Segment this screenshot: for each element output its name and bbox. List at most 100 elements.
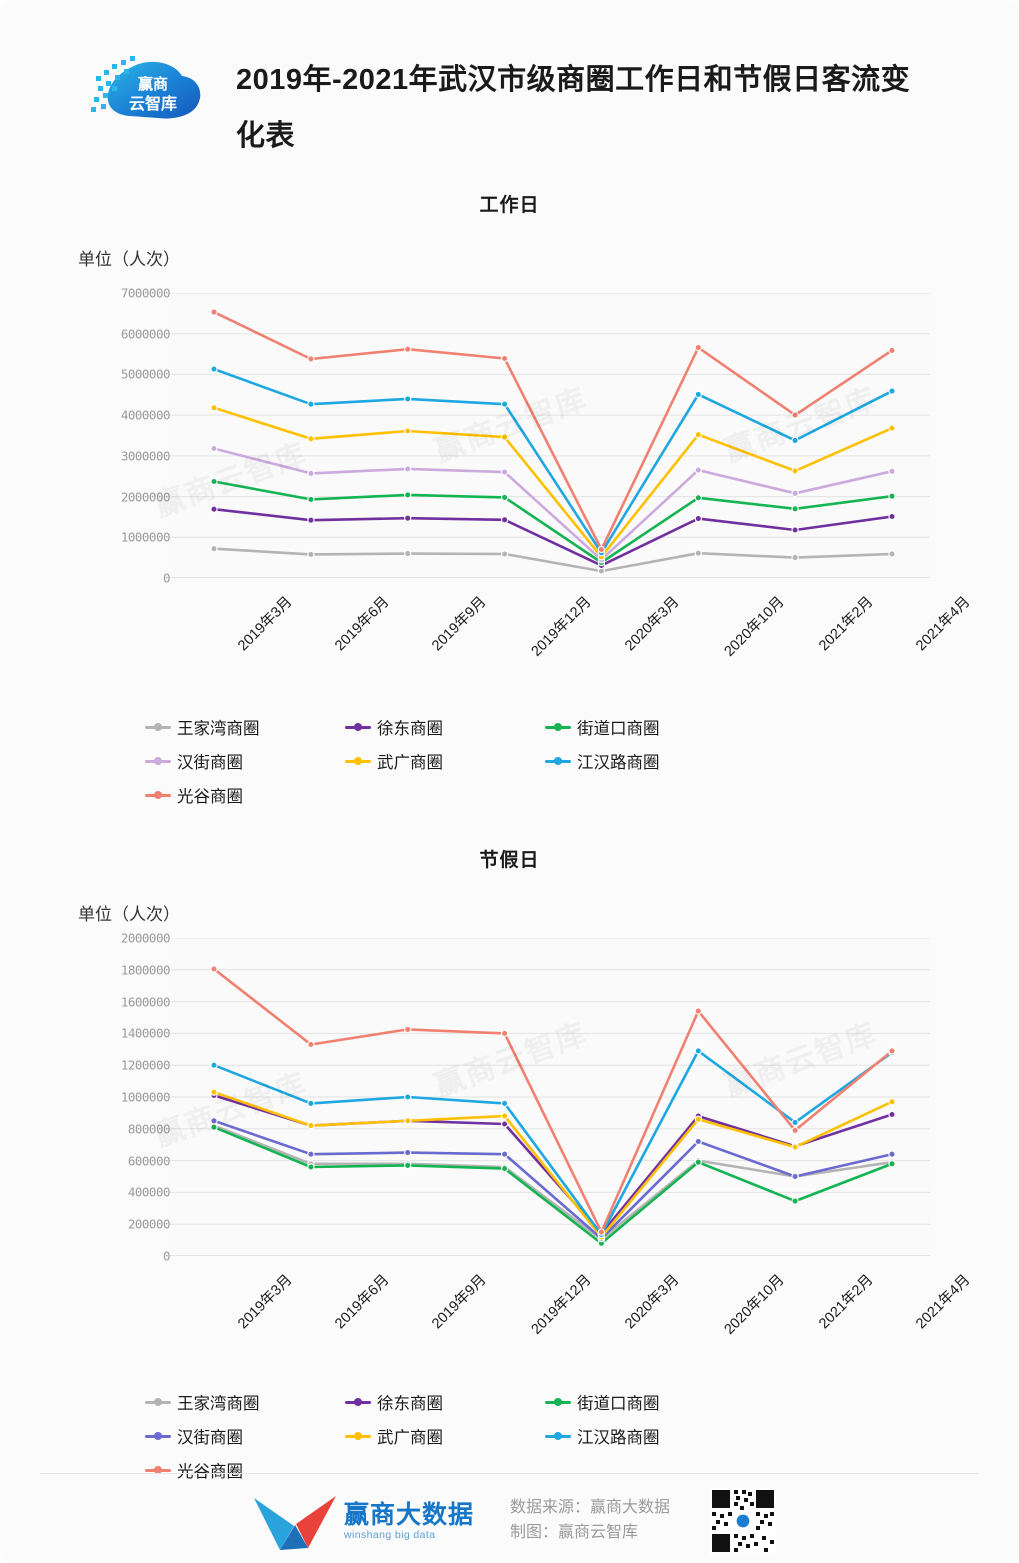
y-tick-label: 5000000	[120, 366, 171, 382]
legend-swatch-icon	[545, 755, 571, 767]
chart-weekday-title: 工作日	[479, 195, 540, 216]
legend-swatch-icon	[545, 721, 571, 733]
legend-item[interactable]: 街道口商圈	[545, 1385, 745, 1419]
chart-holiday-legend: 王家湾商圈 徐东商圈 街道口商圈汉街商圈 武广商圈 江汉路商圈光谷商圈	[145, 1385, 935, 1487]
brand-name-en: winshang big data	[344, 1529, 436, 1542]
chart-holiday-ylabel: 单位（人次）	[78, 905, 180, 924]
y-tick-label: 0	[162, 570, 171, 586]
chart-holiday-plot	[170, 938, 930, 1256]
chart-weekday-plot	[170, 293, 930, 578]
x-tick-label: 2019年3月	[235, 1271, 296, 1333]
y-tick-label: 800000	[127, 1121, 171, 1137]
legend-item[interactable]: 光谷商圈	[145, 778, 345, 812]
svg-text:云智库: 云智库	[129, 94, 177, 113]
chart-weekday-legend: 王家湾商圈 徐东商圈 街道口商圈汉街商圈 武广商圈 江汉路商圈光谷商圈	[145, 710, 935, 812]
y-tick-label: 3000000	[120, 448, 171, 464]
legend-swatch-icon	[545, 1396, 571, 1408]
y-tick-label: 6000000	[120, 326, 171, 342]
x-tick-label: 2020年3月	[622, 1271, 683, 1333]
chart-holiday: 节假日 单位（人次） 2000000 1800000 1600000 1400000 1…	[0, 845, 1019, 1481]
chart-weekday-ylabel: 单位（人次）	[78, 250, 180, 269]
x-tick-label: 2020年10月	[721, 1271, 788, 1338]
legend-label: 王家湾商圈	[177, 1395, 260, 1413]
y-tick-label: 2000000	[120, 489, 171, 505]
y-tick-label: 200000	[127, 1216, 171, 1232]
svg-text:赢商: 赢商	[138, 75, 168, 93]
x-tick-label: 2019年6月	[331, 1271, 393, 1333]
legend-label: 武广商圈	[377, 1429, 443, 1447]
legend-swatch-icon	[345, 1430, 371, 1442]
y-tick-label: 1000000	[120, 529, 171, 545]
y-tick-label: 1000000	[120, 1089, 171, 1105]
legend-label: 街道口商圈	[577, 1395, 660, 1413]
y-tick-label: 0	[162, 1248, 171, 1264]
legend-item[interactable]: 王家湾商圈	[145, 1385, 345, 1419]
legend-label: 汉街商圈	[177, 754, 243, 772]
page-header: 赢商 云智库 2019年-2021年武汉市级商圈工作日和节假日客流变化表	[0, 0, 1019, 185]
x-tick-label: 2019年12月	[528, 593, 595, 660]
y-tick-label: 1400000	[120, 1025, 171, 1041]
y-tick-label: 2000000	[120, 930, 171, 946]
legend-item[interactable]: 汉街商圈	[145, 744, 345, 778]
legend-swatch-icon	[545, 1430, 571, 1442]
x-tick-label: 2019年12月	[528, 1271, 595, 1338]
legend-item[interactable]: 江汉路商圈	[545, 744, 745, 778]
legend-swatch-icon	[145, 1430, 171, 1442]
y-tick-label: 4000000	[120, 407, 171, 423]
legend-item[interactable]: 王家湾商圈	[145, 710, 345, 744]
x-tick-label: 2019年9月	[428, 593, 490, 655]
x-tick-label: 2020年3月	[622, 593, 683, 655]
legend-label: 汉街商圈	[177, 1429, 243, 1447]
chart-weekday-y-axis: 7000000 6000000 5000000 4000000 3000000 20000…	[60, 190, 171, 590]
legend-label: 徐东商圈	[377, 720, 443, 738]
legend-swatch-icon	[345, 1396, 371, 1408]
chart-holiday-y-axis: 2000000 1800000 1600000 1400000 1200000 10000…	[60, 845, 171, 1265]
legend-item[interactable]: 江汉路商圈	[545, 1419, 745, 1453]
x-tick-label: 2019年9月	[428, 1271, 490, 1333]
page-footer: 赢商大数据 winshang big data 数据来源：赢商大数据 制图：赢商…	[40, 1473, 979, 1563]
legend-swatch-icon	[145, 1464, 171, 1476]
chart-weekday-x-axis: 2019年3月 2019年6月 2019年9月 2019年12月 2020年3月 2020…	[170, 585, 973, 695]
y-tick-label: 1200000	[120, 1057, 171, 1073]
legend-swatch-icon	[345, 755, 371, 767]
source-line-2: 制图：赢商云智库	[510, 1524, 639, 1541]
winshang-bigdata-logo	[250, 1492, 340, 1550]
x-tick-label: 2019年6月	[331, 593, 393, 655]
chart-weekday: 工作日 单位（人次） 7000000 6000000 5000000 4000000 3…	[0, 190, 1019, 806]
y-tick-label: 600000	[127, 1153, 171, 1169]
legend-swatch-icon	[145, 755, 171, 767]
legend-item[interactable]: 街道口商圈	[545, 710, 745, 744]
legend-item[interactable]: 徐东商圈	[345, 1385, 545, 1419]
legend-item[interactable]: 徐东商圈	[345, 710, 545, 744]
legend-item[interactable]: 武广商圈	[345, 1419, 545, 1453]
x-tick-label: 2021年4月	[913, 1271, 974, 1333]
legend-swatch-icon	[345, 721, 371, 733]
winshang-cloud-logo: 赢商 云智库	[88, 52, 206, 132]
legend-label: 街道口商圈	[577, 720, 660, 738]
y-tick-label: 7000000	[120, 285, 171, 301]
legend-label: 江汉路商圈	[577, 1429, 660, 1447]
x-tick-label: 2021年2月	[816, 593, 877, 655]
legend-swatch-icon	[145, 721, 171, 733]
y-tick-label: 400000	[127, 1184, 171, 1200]
legend-swatch-icon	[145, 1396, 171, 1408]
source-info: 数据来源：赢商大数据 制图：赢商云智库	[510, 1496, 670, 1546]
legend-item[interactable]: 武广商圈	[345, 744, 545, 778]
y-tick-label: 1600000	[120, 994, 171, 1010]
qr-code	[710, 1488, 777, 1554]
x-tick-label: 2021年4月	[913, 593, 974, 655]
x-tick-label: 2021年2月	[816, 1271, 877, 1333]
legend-item[interactable]: 汉街商圈	[145, 1419, 345, 1453]
legend-label: 王家湾商圈	[177, 720, 260, 738]
x-tick-label: 2019年3月	[235, 593, 296, 655]
brand-name-cn: 赢商大数据	[344, 1500, 475, 1529]
legend-swatch-icon	[145, 789, 171, 801]
legend-label: 江汉路商圈	[577, 754, 660, 772]
legend-label: 武广商圈	[377, 754, 443, 772]
legend-item[interactable]: 光谷商圈	[145, 1453, 345, 1487]
chart-holiday-x-axis: 2019年3月 2019年6月 2019年9月 2019年12月 2020年3月 2020…	[170, 1263, 973, 1373]
brand-text: 赢商大数据 winshang big data	[344, 1501, 474, 1542]
legend-label: 光谷商圈	[177, 1463, 243, 1481]
legend-label: 光谷商圈	[177, 788, 243, 806]
